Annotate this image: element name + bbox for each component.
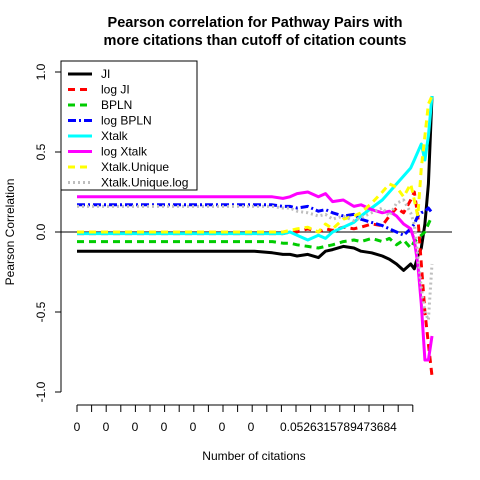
x-tick-label: 0 bbox=[190, 420, 197, 434]
x-axis: 0 0 0 0 0 0 0 0.0526315789473684 bbox=[74, 404, 414, 434]
series-line-xtalk-unique bbox=[77, 95, 434, 234]
series-line-xtalk bbox=[77, 95, 434, 242]
legend-label: log Xtalk bbox=[101, 145, 148, 159]
chart-title-line-2: more citations than cutoff of citation c… bbox=[104, 33, 407, 49]
legend-label: JI bbox=[101, 67, 110, 81]
x-tick-label: 0 bbox=[103, 420, 110, 434]
series-line-ji bbox=[77, 95, 434, 272]
series-line-log-ji bbox=[77, 190, 434, 377]
x-tick-label: 0 bbox=[219, 420, 226, 434]
x-tick-label: 0 bbox=[74, 420, 81, 434]
y-axis: 1.0 0.5 0.0 -0.5 -1.0 bbox=[34, 63, 62, 402]
series-line-log-xtalk bbox=[77, 190, 434, 362]
x-tick-label: 0.0526315789473684 bbox=[280, 420, 397, 434]
legend-label: Xtalk.Unique bbox=[101, 160, 169, 174]
legend-label: Xtalk.Unique.log bbox=[101, 176, 188, 190]
x-tick-label: 0 bbox=[132, 420, 139, 434]
y-tick-label: 0.0 bbox=[34, 223, 48, 240]
x-tick-label: 0 bbox=[248, 420, 255, 434]
y-tick-label: 0.5 bbox=[34, 143, 48, 160]
x-tick-label: 0 bbox=[161, 420, 168, 434]
legend-label: Xtalk bbox=[101, 129, 129, 143]
y-tick-label: 1.0 bbox=[34, 63, 48, 80]
series-layer bbox=[77, 95, 434, 377]
legend-label: log BPLN bbox=[101, 114, 152, 128]
legend-label: BPLN bbox=[101, 98, 132, 112]
series-line-xtalk-unique-log bbox=[77, 198, 434, 322]
series-line-log-bpln bbox=[77, 203, 434, 237]
chart-title-line-1: Pearson correlation for Pathway Pairs wi… bbox=[108, 15, 403, 31]
y-tick-label: -1.0 bbox=[34, 381, 48, 402]
y-axis-label: Pearson Correlation bbox=[3, 179, 17, 286]
x-axis-label: Number of citations bbox=[202, 449, 305, 463]
legend-label: log JI bbox=[101, 83, 130, 97]
y-tick-label: -0.5 bbox=[34, 301, 48, 322]
